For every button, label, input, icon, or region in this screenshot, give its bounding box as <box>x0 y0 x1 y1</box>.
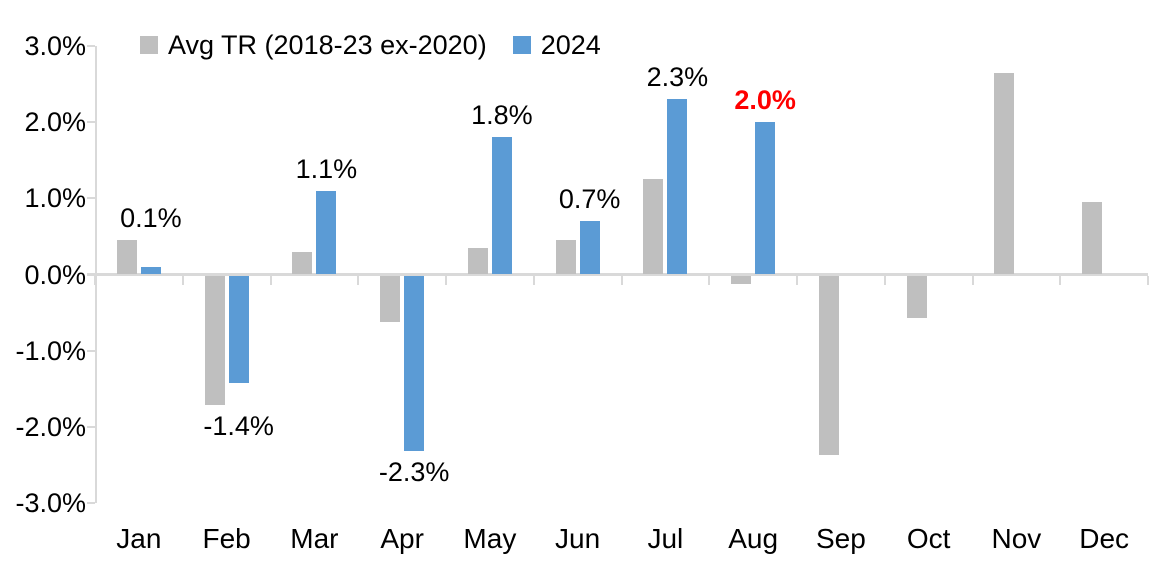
legend-item-avg-tr: Avg TR (2018-23 ex-2020) <box>140 30 487 60</box>
x-tick-mark <box>181 276 184 285</box>
y-tick-label: -3.0% <box>15 488 86 518</box>
y-tick-label: 0.0% <box>24 259 86 290</box>
bar-avg-apr <box>380 276 401 322</box>
month-label-oct: Oct <box>906 523 951 554</box>
bar-avg-oct <box>906 276 927 318</box>
bar-avg-feb <box>204 276 225 406</box>
month-label-jan: Jan <box>116 523 162 554</box>
month-label-jul: Jul <box>647 523 684 554</box>
legend-swatch-avg-tr <box>140 36 158 54</box>
x-axis-line <box>87 273 1148 276</box>
x-tick-mark <box>620 276 623 285</box>
legend-swatch-2024 <box>512 36 531 54</box>
data-label-aug: 2.0% <box>734 85 796 116</box>
bar-avg-aug <box>731 276 752 284</box>
x-tick-mark <box>1147 276 1149 285</box>
y-tick-mark <box>87 425 95 428</box>
month-label-aug: Aug <box>728 523 779 554</box>
legend-label-2024: 2024 <box>540 30 601 60</box>
x-tick-mark <box>532 276 535 285</box>
bar-avg-jul <box>643 179 664 275</box>
bar-2024-jul <box>667 99 688 275</box>
x-tick-mark <box>883 276 886 285</box>
month-label-jun: Jun <box>555 523 601 554</box>
x-tick-mark <box>796 276 798 285</box>
month-label-mar: Mar <box>290 523 339 554</box>
legend: Avg TR (2018-23 ex-2020) 2024 <box>140 30 601 60</box>
data-label-jul: 2.3% <box>646 62 709 93</box>
y-tick-mark <box>87 273 95 276</box>
data-label-jun: 0.7% <box>558 184 621 215</box>
bar-2024-aug <box>755 122 776 275</box>
legend-label-avg-tr: Avg TR (2018-23 ex-2020) <box>168 30 487 60</box>
y-tick-label: 2.0% <box>24 107 86 138</box>
bar-avg-nov <box>994 72 1015 275</box>
data-label-mar: 1.1% <box>295 153 358 184</box>
y-tick-label: -1.0% <box>15 335 86 366</box>
month-label-sep: Sep <box>815 523 866 554</box>
y-tick-mark <box>87 45 95 47</box>
data-label-apr: -2.3% <box>378 456 450 487</box>
x-tick-mark <box>708 276 711 285</box>
bar-2024-apr <box>404 276 425 452</box>
y-tick-mark <box>87 349 95 352</box>
x-tick-mark <box>971 276 974 285</box>
data-label-feb: -1.4% <box>203 410 274 441</box>
month-label-nov: Nov <box>991 523 1042 554</box>
bar-avg-sep <box>818 276 839 455</box>
x-tick-mark <box>94 276 96 285</box>
bar-avg-mar <box>292 251 313 275</box>
bar-2024-may <box>491 137 512 275</box>
y-tick-mark <box>87 502 95 504</box>
y-tick-mark <box>87 121 95 124</box>
y-tick-label: 3.0% <box>24 31 86 61</box>
bar-2024-feb <box>228 276 249 383</box>
x-tick-mark <box>269 276 272 285</box>
x-tick-mark <box>357 276 360 285</box>
legend-item-2024: 2024 <box>512 30 601 60</box>
y-tick-label: -2.0% <box>15 411 86 442</box>
bar-avg-jun <box>555 240 576 275</box>
bar-2024-jun <box>579 221 600 275</box>
month-label-feb: Feb <box>202 523 251 554</box>
x-tick-mark <box>1059 276 1062 285</box>
month-label-dec: Dec <box>1079 523 1130 554</box>
y-tick-mark <box>87 197 95 200</box>
y-tick-label: 1.0% <box>24 183 86 214</box>
bar-2024-mar <box>316 190 337 275</box>
bar-avg-jan <box>116 240 137 275</box>
bar-avg-dec <box>1082 202 1103 275</box>
x-tick-mark <box>445 276 447 285</box>
month-label-may: May <box>463 523 517 554</box>
data-label-may: 1.8% <box>471 100 533 131</box>
bar-2024-jan <box>140 266 161 275</box>
month-label-apr: Apr <box>380 523 424 554</box>
data-label-jan: 0.1% <box>120 203 182 234</box>
bar-avg-may <box>467 247 488 275</box>
